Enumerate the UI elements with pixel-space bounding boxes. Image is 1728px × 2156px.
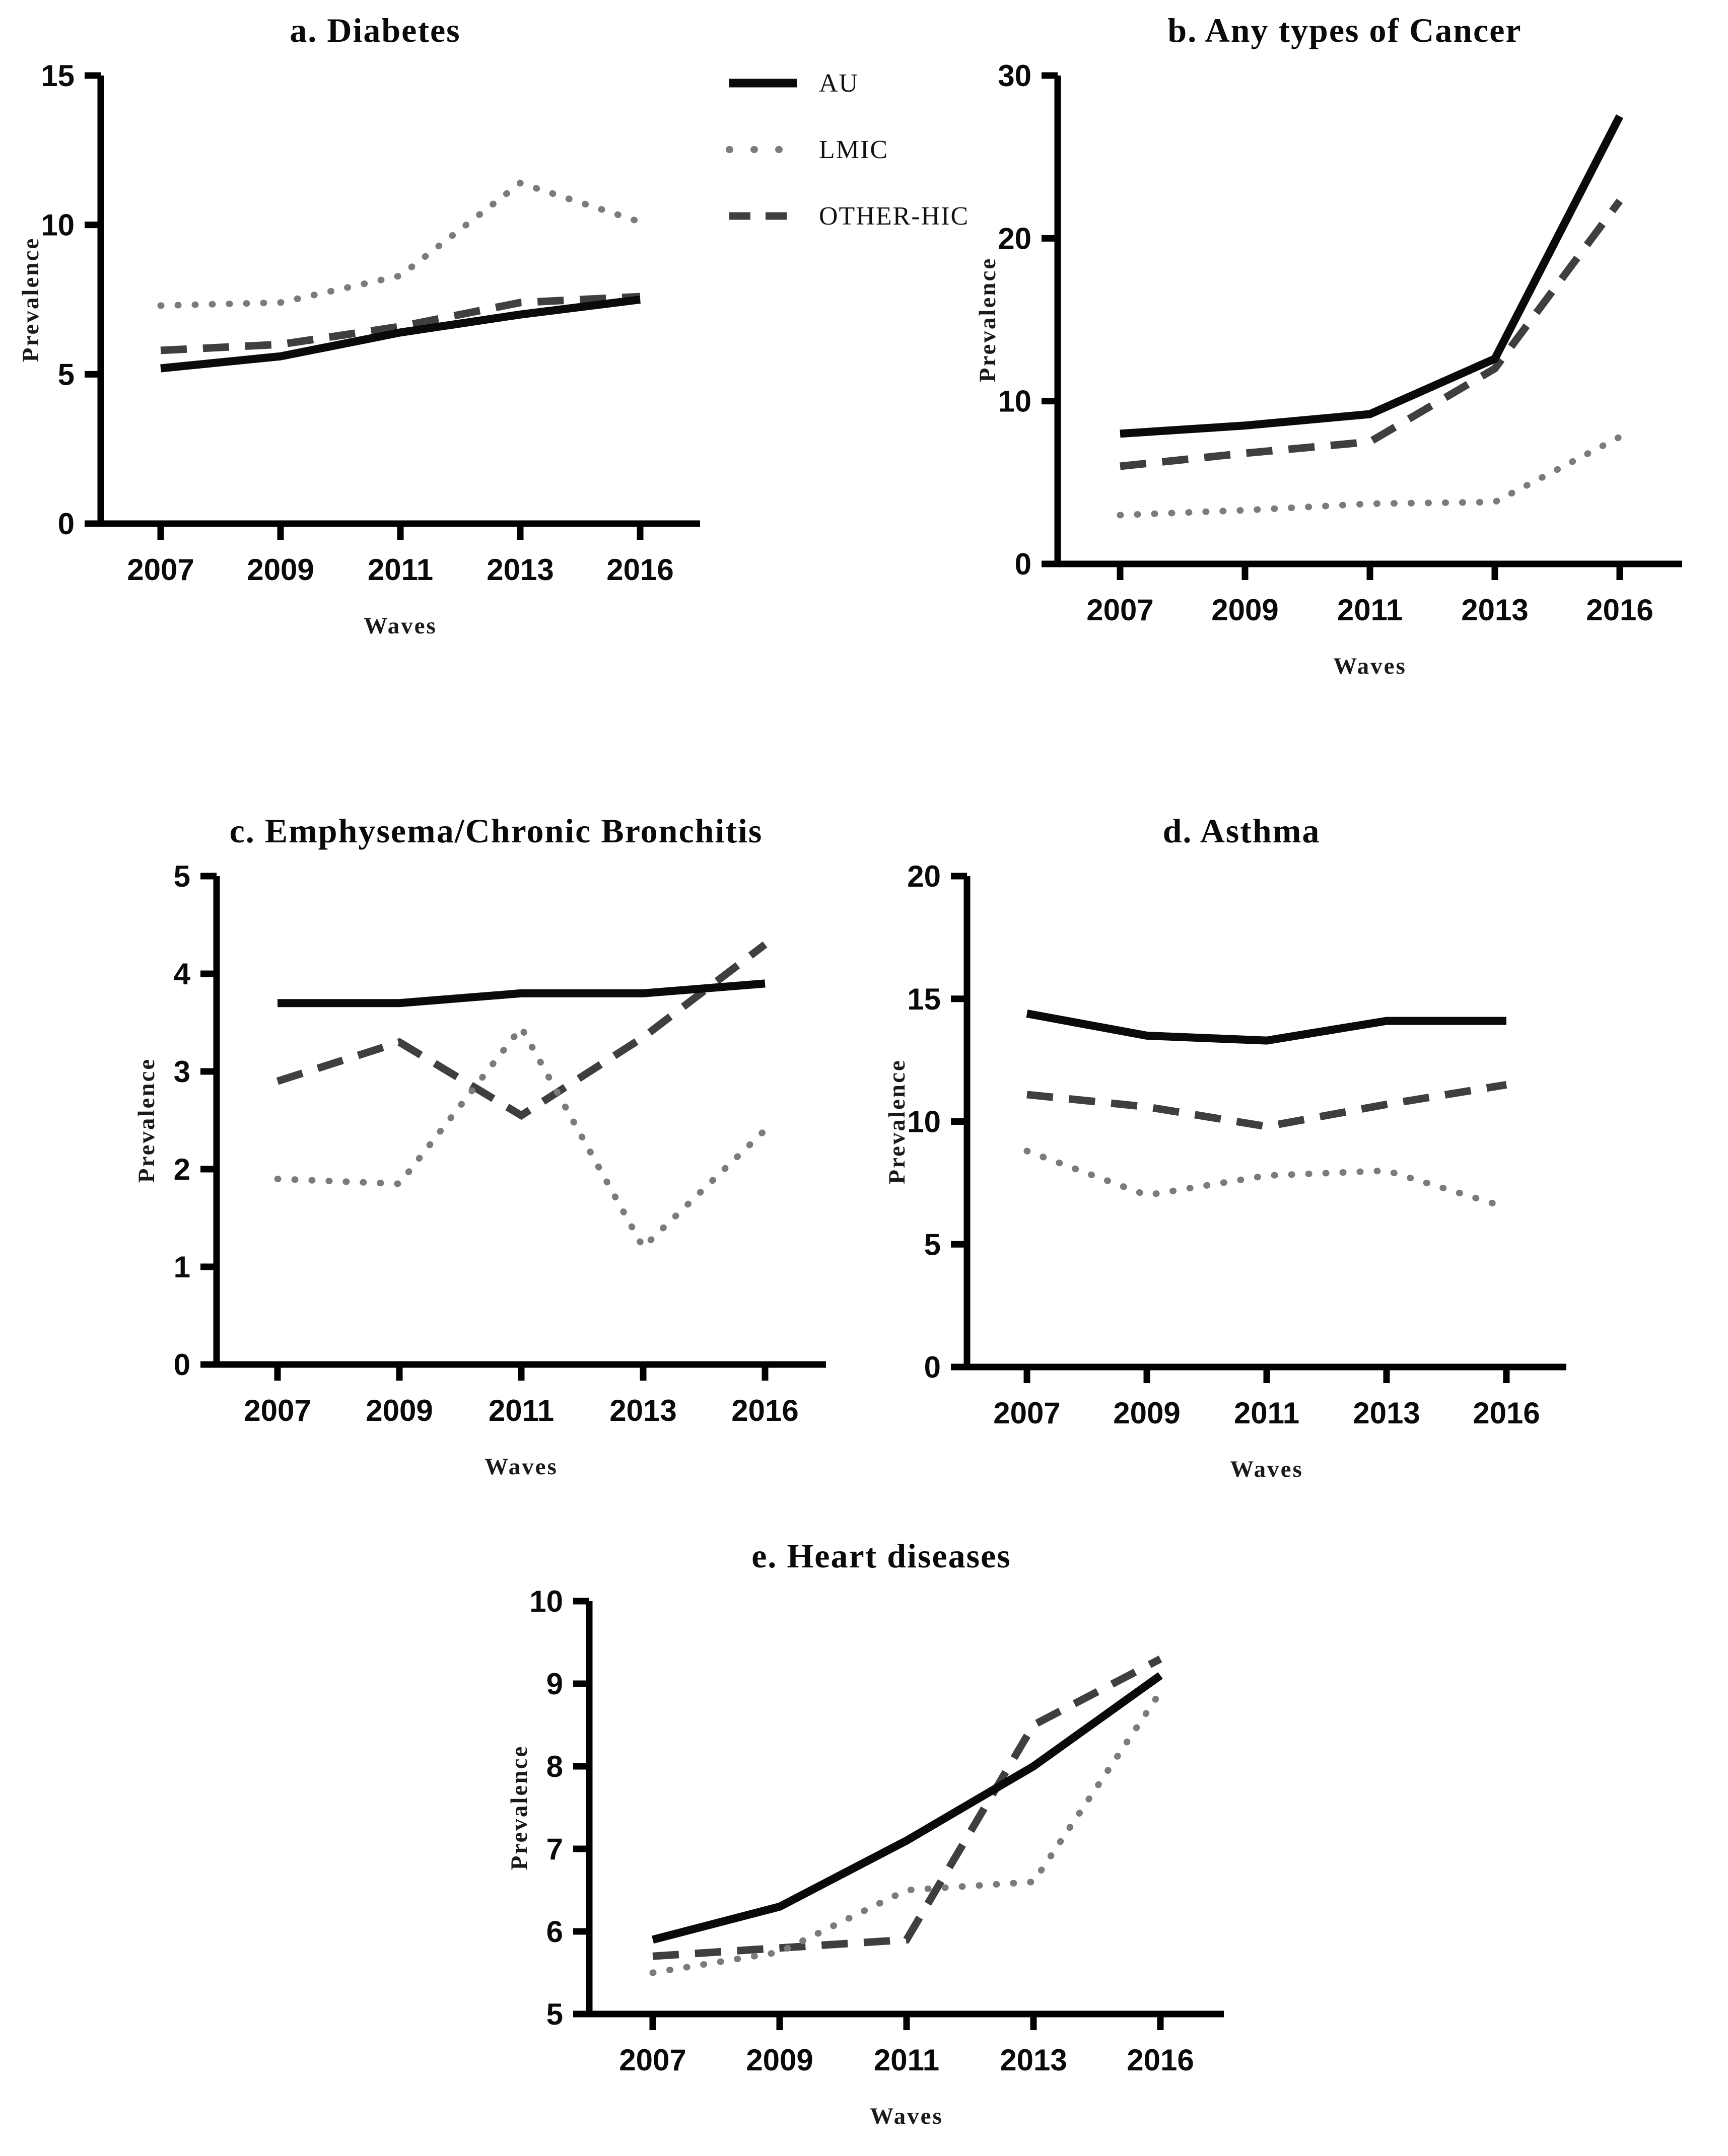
svg-text:5: 5 — [58, 357, 75, 391]
svg-text:7: 7 — [546, 1832, 563, 1866]
svg-text:Prevalence: Prevalence — [18, 237, 44, 362]
svg-text:0: 0 — [174, 1348, 190, 1382]
legend-label-lmic: LMIC — [819, 135, 888, 164]
chart-emphysema-title: c. Emphysema/Chronic Bronchitis — [229, 812, 763, 850]
svg-text:Waves: Waves — [1230, 1456, 1303, 1482]
legend-item-other-hic: OTHER-HIC — [725, 198, 987, 234]
svg-text:15: 15 — [907, 982, 941, 1016]
svg-text:Waves: Waves — [1333, 653, 1407, 679]
legend-label-au: AU — [819, 68, 859, 98]
svg-text:2009: 2009 — [1211, 593, 1278, 627]
svg-text:2: 2 — [174, 1153, 190, 1186]
chart-heart-diseases-title: e. Heart diseases — [751, 1537, 1011, 1575]
chart-heart-diseases: e. Heart diseases 5 6 7 8 9 10 2007 2009 2011 201… — [504, 1531, 1259, 2145]
chart-cancer-title: b. Any types of Cancer — [1167, 11, 1522, 49]
svg-text:2011: 2011 — [368, 553, 433, 587]
legend-item-lmic: LMIC — [725, 132, 987, 167]
chart-heart-diseases-plot: 5 6 7 8 9 10 2007 2009 2011 2013 2016 Prevalence Wav… — [506, 1585, 1224, 2129]
au-line-swatch — [729, 79, 797, 88]
legend-item-au: AU — [725, 65, 987, 101]
svg-text:2013: 2013 — [1461, 593, 1528, 627]
chart-cancer-plot: 0 10 20 30 2007 2009 2011 2013 2016 Prevalence Wav… — [975, 59, 1682, 679]
svg-text:Prevalence: Prevalence — [133, 1058, 160, 1183]
svg-text:5: 5 — [174, 859, 190, 893]
other-hic-line-swatch — [729, 212, 797, 220]
svg-text:20: 20 — [998, 222, 1031, 255]
svg-text:4: 4 — [174, 957, 191, 991]
svg-text:10: 10 — [907, 1105, 941, 1139]
svg-text:2007: 2007 — [244, 1394, 311, 1427]
svg-text:3: 3 — [174, 1055, 190, 1089]
svg-text:0: 0 — [58, 507, 75, 541]
svg-text:2011: 2011 — [489, 1394, 554, 1427]
svg-text:2009: 2009 — [746, 2043, 813, 2077]
svg-text:Prevalence: Prevalence — [884, 1059, 910, 1184]
svg-text:0: 0 — [1015, 547, 1031, 581]
svg-text:9: 9 — [546, 1667, 563, 1701]
svg-text:10: 10 — [529, 1585, 563, 1618]
chart-asthma-title: d. Asthma — [1162, 812, 1321, 850]
svg-text:2007: 2007 — [993, 1396, 1060, 1430]
svg-text:10: 10 — [41, 208, 75, 242]
svg-text:5: 5 — [924, 1228, 941, 1261]
svg-text:2013: 2013 — [1353, 1396, 1420, 1430]
svg-text:15: 15 — [41, 59, 75, 93]
chart-diabetes-title: a. Diabetes — [290, 11, 461, 49]
svg-text:20: 20 — [907, 859, 941, 893]
svg-text:30: 30 — [998, 59, 1031, 93]
chart-emphysema-plot: 0 1 2 3 4 5 2007 2009 2011 2013 2016 Prevalence Wave… — [133, 859, 826, 1480]
svg-text:2009: 2009 — [247, 553, 314, 587]
svg-text:2016: 2016 — [606, 553, 673, 587]
svg-text:Prevalence: Prevalence — [975, 257, 1001, 382]
svg-text:2009: 2009 — [1113, 1396, 1180, 1430]
svg-text:Waves: Waves — [364, 613, 437, 639]
svg-text:2016: 2016 — [731, 1394, 798, 1427]
chart-emphysema: c. Emphysema/Chronic Bronchitis 0 1 2 3 4 5 20… — [131, 806, 861, 1495]
svg-text:Waves: Waves — [485, 1454, 558, 1480]
chart-diabetes: a. Diabetes 0 5 10 15 2007 2009 2011 2013 2016 Pr… — [15, 5, 735, 655]
svg-text:2007: 2007 — [127, 553, 194, 587]
svg-text:2013: 2013 — [609, 1394, 676, 1427]
svg-text:0: 0 — [924, 1350, 941, 1384]
svg-text:6: 6 — [546, 1915, 563, 1949]
svg-text:2007: 2007 — [1086, 593, 1153, 627]
svg-text:2016: 2016 — [1127, 2043, 1194, 2077]
svg-text:Waves: Waves — [870, 2103, 943, 2129]
legend-label-other-hic: OTHER-HIC — [819, 201, 970, 231]
svg-text:2013: 2013 — [487, 553, 554, 587]
svg-text:2016: 2016 — [1586, 593, 1653, 627]
svg-text:2009: 2009 — [366, 1394, 433, 1427]
chart-asthma-plot: 0 5 10 15 20 2007 2009 2011 2013 2016 Prevalence Wa… — [884, 859, 1566, 1482]
chart-cancer: b. Any types of Cancer 0 10 20 30 2007 2009 20… — [972, 5, 1717, 695]
svg-text:1: 1 — [174, 1250, 190, 1284]
chart-diabetes-plot: 0 5 10 15 2007 2009 2011 2013 2016 Prevalence Wave… — [18, 59, 700, 639]
svg-text:2013: 2013 — [1000, 2043, 1067, 2077]
svg-text:Prevalence: Prevalence — [506, 1745, 532, 1870]
svg-text:2016: 2016 — [1473, 1396, 1540, 1430]
svg-text:5: 5 — [546, 1997, 563, 2031]
chart-asthma: d. Asthma 0 5 10 15 20 2007 2009 2011 2013 2016 Pr… — [881, 806, 1602, 1498]
svg-text:8: 8 — [546, 1750, 563, 1783]
svg-text:10: 10 — [998, 385, 1031, 418]
figure-legend: AU LMIC OTHER-HIC — [725, 65, 987, 265]
svg-text:2007: 2007 — [619, 2043, 686, 2077]
lmic-line-swatch — [726, 146, 785, 153]
svg-text:2011: 2011 — [1234, 1396, 1299, 1430]
svg-text:2011: 2011 — [874, 2043, 939, 2077]
svg-text:2011: 2011 — [1337, 593, 1403, 627]
